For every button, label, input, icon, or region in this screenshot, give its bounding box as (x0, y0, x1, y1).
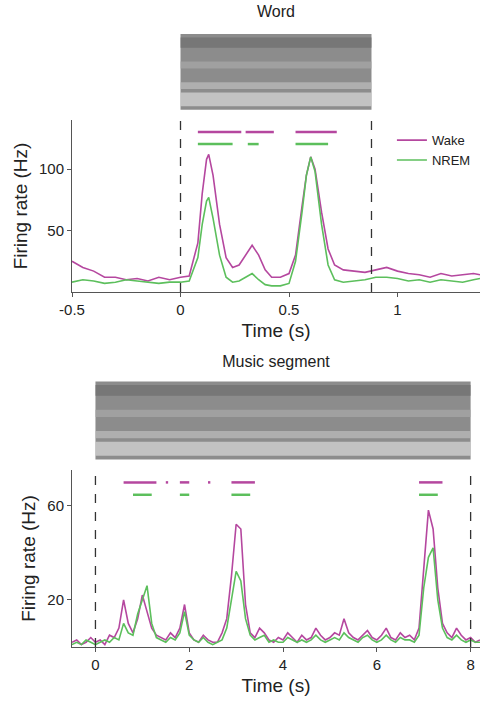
svg-text:Wake: Wake (432, 133, 465, 148)
svg-text:20: 20 (47, 591, 64, 608)
svg-text:50: 50 (47, 222, 64, 239)
svg-text:0: 0 (176, 301, 184, 318)
svg-text:Time (s): Time (s) (242, 320, 311, 341)
svg-text:0.5: 0.5 (279, 301, 300, 318)
svg-text:Music segment: Music segment (222, 353, 330, 370)
svg-text:100: 100 (39, 160, 64, 177)
svg-text:0: 0 (91, 656, 99, 673)
svg-text:4: 4 (279, 656, 287, 673)
svg-text:Firing rate (Hz): Firing rate (Hz) (10, 143, 31, 270)
svg-text:Time (s): Time (s) (242, 675, 311, 696)
svg-text:8: 8 (466, 656, 474, 673)
svg-text:-0.5: -0.5 (59, 301, 85, 318)
svg-text:1: 1 (393, 301, 401, 318)
svg-text:Firing rate (Hz): Firing rate (Hz) (18, 495, 39, 622)
svg-text:60: 60 (47, 497, 64, 514)
svg-text:2: 2 (185, 656, 193, 673)
svg-text:6: 6 (373, 656, 381, 673)
svg-text:NREM: NREM (432, 153, 470, 168)
svg-text:Word: Word (257, 3, 295, 20)
